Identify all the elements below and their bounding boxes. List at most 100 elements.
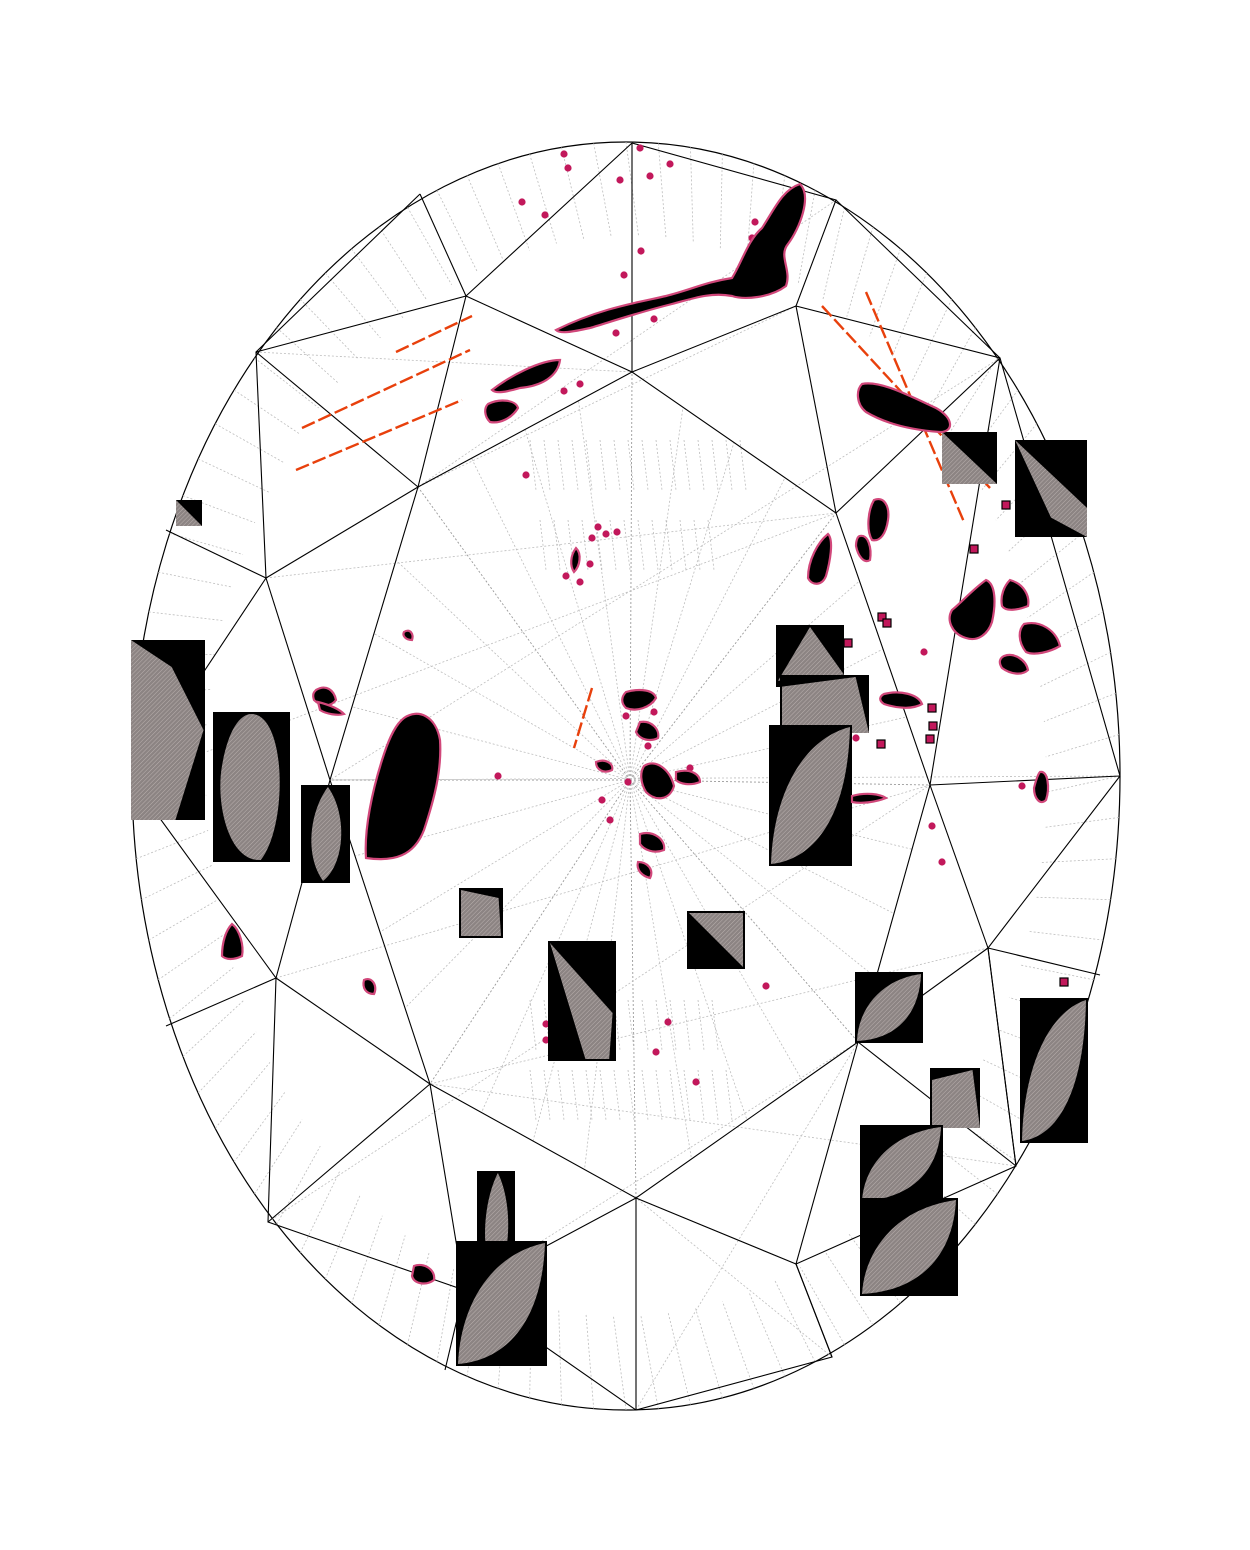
pinpoint-14: [576, 380, 584, 388]
pinpoint-10: [637, 247, 645, 255]
inclusion-center-e: [638, 832, 666, 853]
square-marker-8: [876, 739, 886, 749]
inclusion-right-oval: [856, 382, 952, 434]
square-marker-7: [925, 734, 935, 744]
inclusion-center-f: [636, 860, 653, 880]
pinpoint-44: [920, 648, 928, 656]
pinpoint-11: [620, 271, 628, 279]
inclusion-left-mark: [316, 700, 347, 716]
inclusion-tiny-right: [1032, 770, 1050, 804]
square-marker-6: [928, 721, 938, 731]
square-marker-9: [1059, 977, 1069, 987]
crystal-box-0: [131, 640, 205, 820]
pinpoint-24: [622, 712, 630, 720]
pinpoint-12: [650, 315, 658, 323]
crystal-box-13: [1020, 998, 1088, 1143]
square-marker-4: [843, 638, 853, 648]
inclusion-clover-b: [1000, 578, 1030, 611]
inclusion-left-drop: [220, 922, 244, 961]
pinpoint-13: [612, 329, 620, 337]
inclusion-clover-a: [948, 578, 996, 641]
inclusion-curve-a: [570, 546, 581, 574]
crystal-box-14: [930, 1068, 980, 1128]
pinpoint-2: [564, 164, 572, 172]
pinpoint-21: [586, 560, 594, 568]
square-marker-2: [877, 612, 887, 622]
inclusion-center-b: [634, 720, 660, 742]
pinpoint-7: [541, 211, 549, 219]
pinpoint-4: [646, 172, 654, 180]
pinpoint-28: [762, 982, 770, 990]
inclusion-lower-left: [362, 978, 377, 996]
inclusion-big-left: [364, 712, 442, 861]
inclusion-twin: [312, 686, 338, 707]
pinpoint-37: [606, 816, 614, 824]
inclusion-curl: [806, 532, 833, 585]
pinpoint-6: [518, 198, 526, 206]
crystal-box-18: [456, 1241, 547, 1366]
inclusion-dash: [850, 792, 889, 804]
pinpoint-40: [624, 778, 632, 786]
inclusion-cloud-top: [554, 182, 806, 334]
pinpoint-41: [686, 764, 694, 772]
inclusion-center-a: [621, 688, 658, 711]
inclusion-bottom-cluster: [410, 1263, 436, 1285]
crystal-box-9: [459, 888, 503, 938]
inclusion-pair-a: [867, 498, 890, 542]
crystal-box-2: [301, 785, 350, 883]
pinpoint-33: [692, 1078, 700, 1086]
pinpoint-39: [644, 742, 652, 750]
pinpoint-31: [542, 1020, 550, 1028]
crystal-box-3: [176, 500, 202, 526]
square-marker-1: [969, 544, 979, 554]
pinpoint-29: [664, 1018, 672, 1026]
crystal-box-16: [860, 1198, 958, 1296]
crystal-box-15: [860, 1125, 943, 1203]
crystal-inclusions: [131, 432, 1088, 1366]
square-marker-0: [1001, 500, 1011, 510]
inclusion-clover-c: [1018, 622, 1062, 655]
pinpoint-43: [852, 734, 860, 742]
inclusion-center-g: [594, 759, 614, 773]
pinpoint-25: [494, 772, 502, 780]
pinpoint-27: [938, 858, 946, 866]
pinpoint-22: [562, 572, 570, 580]
pinpoint-19: [613, 528, 621, 536]
pinpoint-1: [636, 144, 644, 152]
inclusion-clover-d: [998, 653, 1030, 675]
crystal-box-4: [942, 432, 997, 484]
pinpoint-0: [560, 150, 568, 158]
crystal-box-8: [769, 725, 852, 866]
pinpoint-18: [602, 530, 610, 538]
inclusion-tab: [879, 691, 924, 709]
pinpoint-20: [588, 534, 596, 542]
crystal-box-11: [548, 941, 616, 1061]
pinpoint-30: [652, 1048, 660, 1056]
pinpoint-5: [666, 160, 674, 168]
square-marker-5: [927, 703, 937, 713]
pinpoint-16: [522, 471, 530, 479]
upper-star-ring: [131, 142, 1121, 1411]
inclusion-bean: [484, 399, 520, 424]
pinpoint-15: [560, 387, 568, 395]
dark-inclusions: [220, 182, 1062, 1285]
square-markers: [843, 500, 1069, 987]
pinpoint-36: [598, 796, 606, 804]
pinpoint-8: [751, 218, 759, 226]
inclusion-pair-b: [854, 534, 872, 563]
pinpoint-17: [594, 523, 602, 531]
pinpoint-3: [616, 176, 624, 184]
inclusion-small-left: [402, 629, 414, 642]
inclusion-center-d: [674, 769, 702, 786]
pinpoint-32: [542, 1036, 550, 1044]
inclusion-center-c: [640, 762, 676, 800]
crystal-box-12: [855, 972, 923, 1043]
crystal-box-5: [1015, 440, 1087, 537]
pinpoint-42: [1018, 782, 1026, 790]
square-marker-3: [882, 618, 892, 628]
crystal-box-1: [213, 712, 290, 862]
pinpoint-23: [576, 578, 584, 586]
inclusion-streak: [490, 358, 562, 394]
